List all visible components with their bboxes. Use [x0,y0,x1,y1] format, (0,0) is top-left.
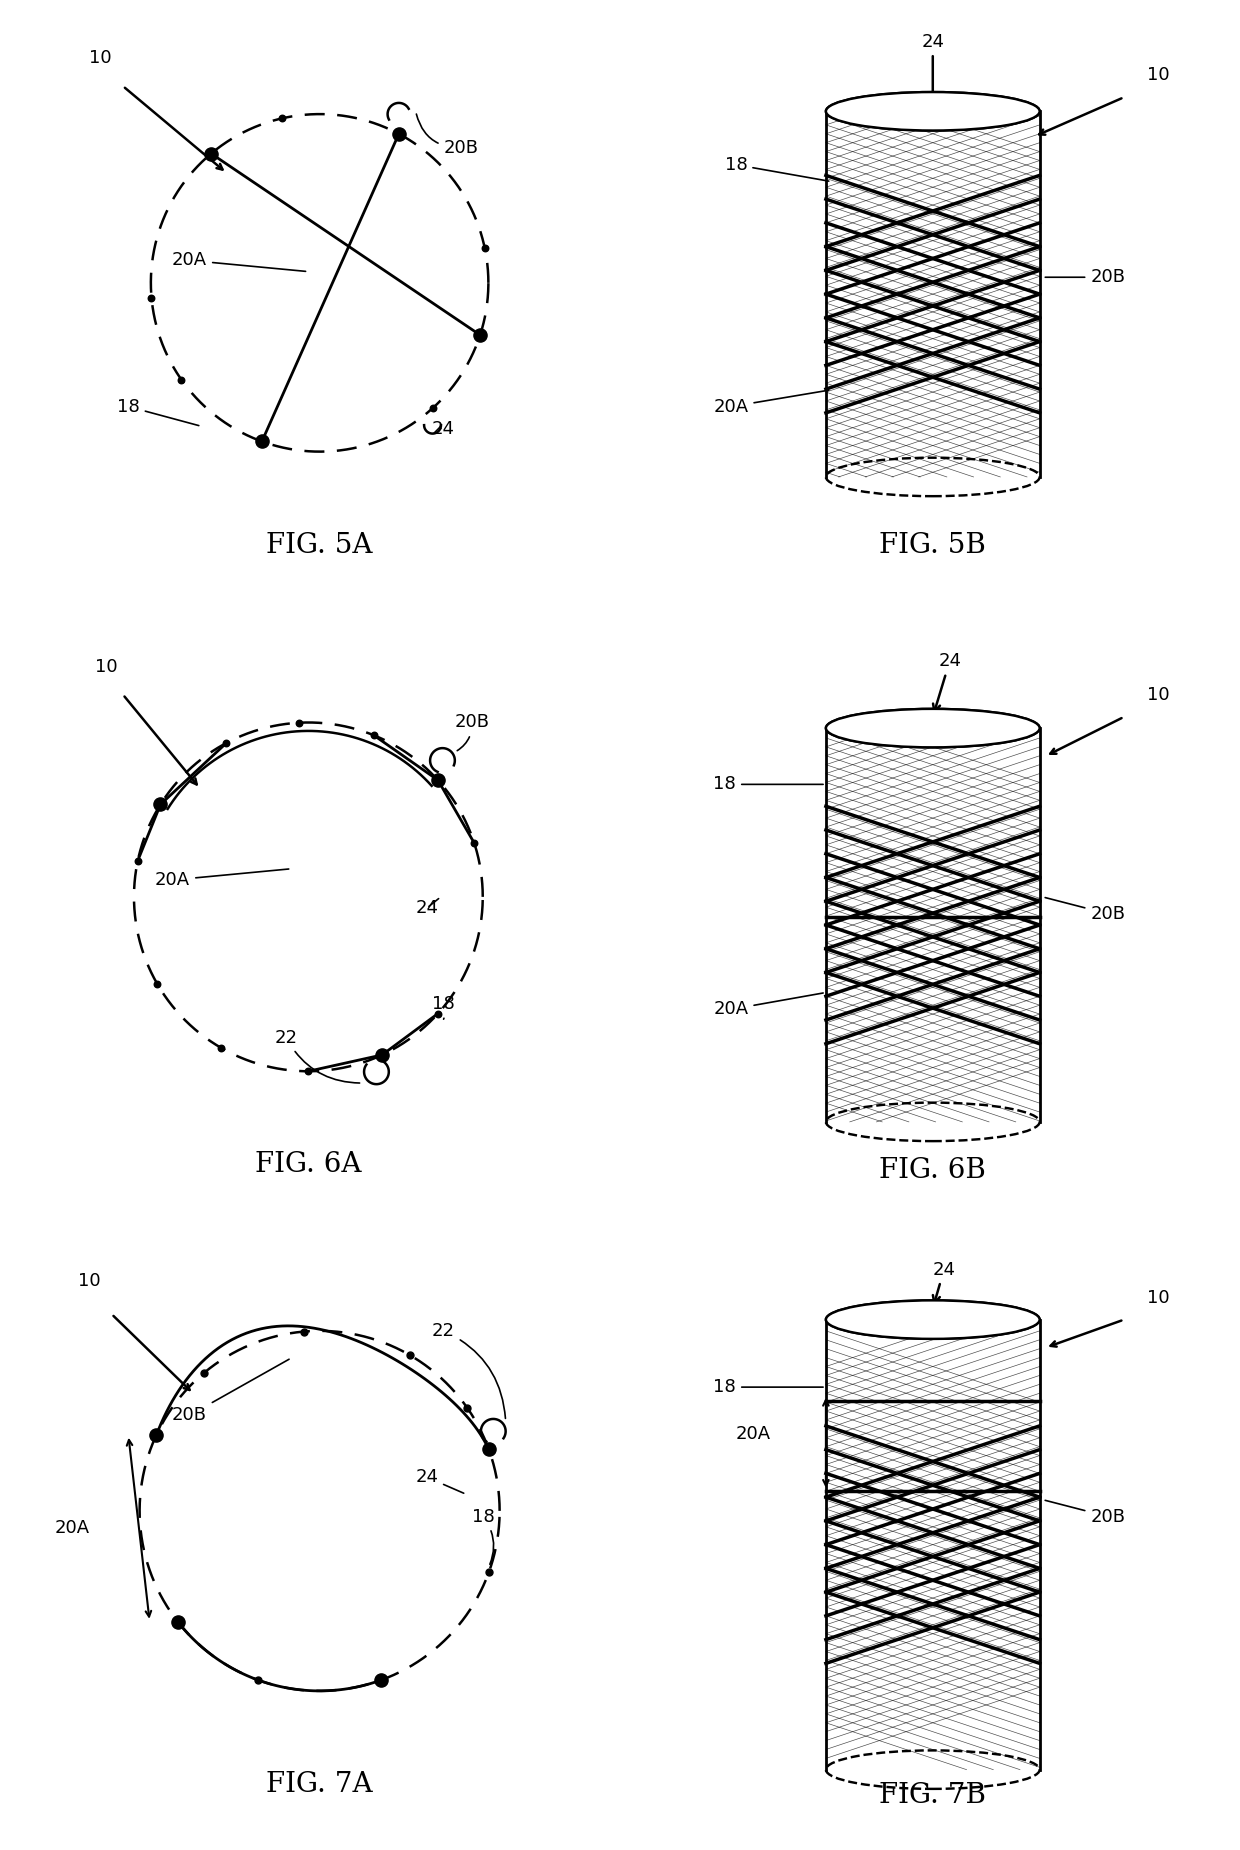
Text: 10: 10 [89,50,112,67]
Point [428,999,448,1029]
Text: 24: 24 [921,33,945,104]
Text: FIG. 5A: FIG. 5A [267,531,373,559]
Point [252,427,272,457]
Text: 10: 10 [78,1271,100,1289]
Text: 20B: 20B [172,1360,289,1424]
Point [150,790,170,820]
Point [167,1608,187,1637]
Point [148,969,167,999]
Text: 20A: 20A [155,870,289,890]
Text: 10: 10 [94,659,118,675]
Point [299,1056,319,1086]
Point [372,1040,392,1069]
Point [458,1393,477,1423]
Text: 10: 10 [1147,67,1169,85]
Text: 20B: 20B [455,714,490,751]
Point [399,1339,419,1369]
Text: FIG. 6B: FIG. 6B [879,1156,986,1184]
Text: 18: 18 [432,995,455,1019]
Point [248,1665,268,1695]
Text: 20B: 20B [1045,897,1125,923]
Point [193,1358,213,1388]
Point [464,829,484,858]
Text: FIG. 6A: FIG. 6A [255,1151,362,1178]
Text: 18: 18 [713,775,823,794]
Text: 22: 22 [432,1323,506,1419]
Text: 24: 24 [432,420,455,438]
Text: 18: 18 [724,155,828,181]
Text: 20B: 20B [1045,268,1125,287]
Point [423,394,443,424]
Text: 20A: 20A [735,1424,770,1443]
Point [272,104,291,133]
Text: 20B: 20B [1045,1500,1125,1526]
Text: 18: 18 [117,398,198,426]
Point [171,364,191,394]
Text: 24: 24 [932,653,961,712]
Text: 20A: 20A [713,993,823,1018]
Ellipse shape [827,1301,1039,1338]
Point [217,729,237,758]
Text: 20A: 20A [713,390,828,416]
Point [211,1032,231,1062]
Point [479,1434,498,1463]
Point [294,1317,314,1347]
Text: FIG. 7A: FIG. 7A [267,1770,373,1798]
Text: 20A: 20A [55,1519,89,1537]
Point [470,320,490,350]
Ellipse shape [826,1301,1039,1339]
Point [146,1421,166,1450]
Ellipse shape [826,709,1039,747]
Text: 18: 18 [713,1378,823,1397]
Text: 10: 10 [1147,1289,1169,1306]
Point [371,1665,391,1695]
Text: 20B: 20B [417,115,479,157]
Text: 24: 24 [932,1260,956,1302]
Point [389,118,409,148]
Point [201,139,221,168]
Point [128,845,148,875]
Text: 24: 24 [415,899,439,918]
Text: 18: 18 [471,1508,495,1565]
Text: FIG. 5B: FIG. 5B [879,531,986,559]
Text: FIG. 7B: FIG. 7B [879,1782,986,1809]
Point [363,720,383,749]
Ellipse shape [826,92,1039,131]
Point [141,283,161,313]
Point [289,709,309,738]
Ellipse shape [827,92,1039,130]
Point [479,1558,498,1587]
Ellipse shape [827,709,1039,747]
Text: 20A: 20A [172,252,305,272]
Text: 10: 10 [1147,686,1169,705]
Text: 22: 22 [274,1029,360,1082]
Point [475,233,495,263]
Text: 24: 24 [415,1469,464,1493]
Point [428,766,448,796]
